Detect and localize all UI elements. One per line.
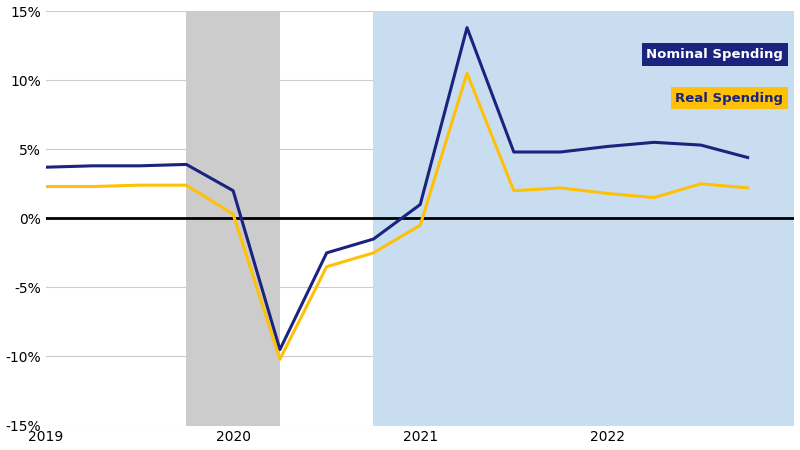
Text: Real Spending: Real Spending <box>675 92 783 104</box>
Text: Nominal Spending: Nominal Spending <box>646 48 783 61</box>
Bar <box>374 11 794 426</box>
Bar <box>186 11 280 426</box>
